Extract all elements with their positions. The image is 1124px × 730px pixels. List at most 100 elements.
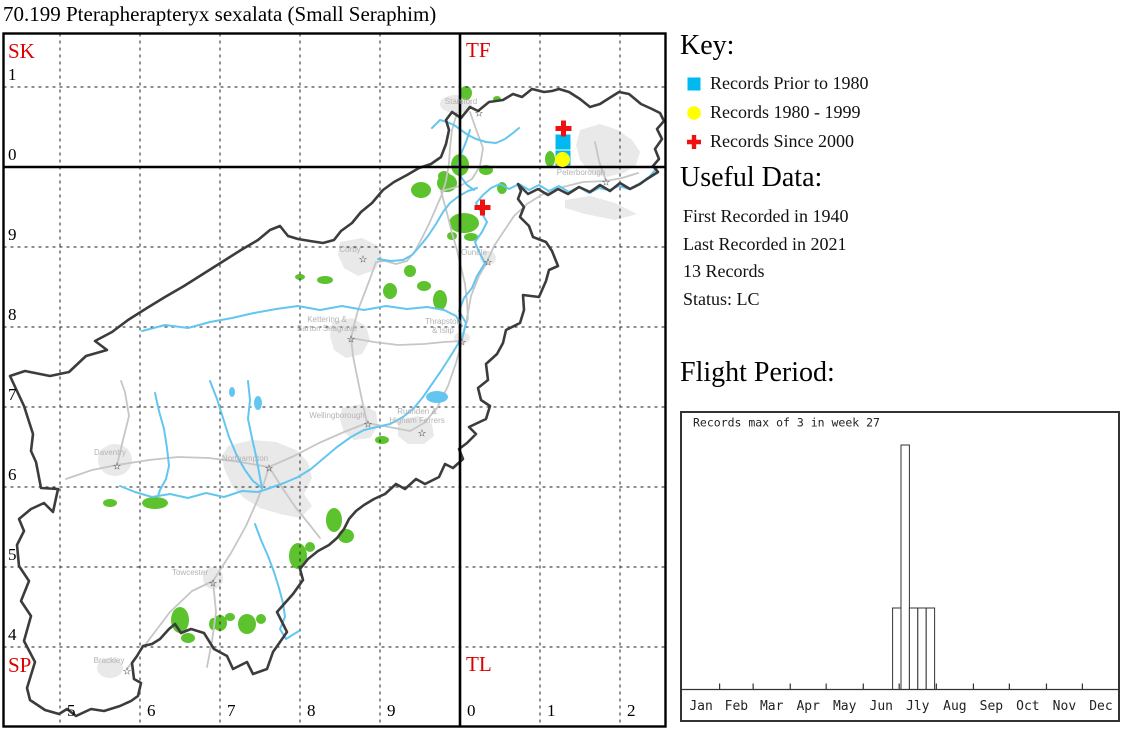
woodland-patch	[326, 508, 342, 532]
map-frame	[2, 32, 667, 728]
chart-bar	[908, 607, 919, 690]
river	[431, 119, 520, 144]
road	[440, 111, 484, 331]
town: ☆ Kettering &Barton Seagrave	[297, 315, 358, 346]
cross-legend-icon	[687, 134, 701, 149]
town-star-icon: ☆	[359, 255, 368, 266]
grid-row-number: 9	[8, 225, 17, 244]
grid-row-number: 1	[8, 65, 17, 84]
town-label: Oundle	[461, 248, 487, 257]
urban-areas	[97, 95, 640, 678]
town-star-icon: ☆	[123, 667, 132, 678]
legend-cross-icon	[687, 134, 701, 149]
town-label: Kettering &	[307, 315, 347, 324]
town-label: & Islip	[432, 326, 454, 335]
key-item: Records 1980 - 1999	[686, 98, 868, 127]
river	[154, 392, 170, 497]
town-label: Rushden &	[397, 407, 437, 416]
woodland-patch	[375, 436, 389, 444]
chart-month-label: Mar	[760, 699, 784, 714]
record-since-2000-marker	[474, 199, 491, 216]
town-label: Wellingborough	[309, 411, 364, 420]
chart-month-label: Jan	[689, 699, 712, 714]
grid-col-number: 0	[467, 701, 476, 720]
town: ☆Towcester	[172, 568, 218, 590]
woodland-patch	[317, 276, 333, 284]
woodland-patch	[238, 614, 256, 634]
key-heading: Key:	[680, 30, 735, 61]
town-label: Brackley	[94, 656, 125, 665]
lake	[254, 396, 262, 410]
road	[350, 337, 368, 424]
woodland-patch	[305, 542, 315, 552]
urban-area	[97, 658, 123, 678]
chart-month-label: Apr	[796, 699, 820, 714]
town: ☆Oundle	[461, 248, 492, 269]
roads	[65, 111, 639, 670]
key-item-label: Records Prior to 1980	[710, 73, 869, 93]
flight-period-chart: Records max of 3 in week 27 Jan Feb Mar Apr M…	[680, 411, 1120, 722]
chart-month-label: Oct	[1016, 699, 1039, 714]
chart-month-label: Jly	[906, 699, 930, 714]
key-item: Records Since 2000	[686, 127, 868, 156]
woodland-patch	[460, 86, 472, 100]
chart-month-label: Dec	[1089, 699, 1112, 714]
town: ☆Corby	[339, 245, 367, 266]
grid-col-number: 2	[627, 701, 636, 720]
woodland-patch	[256, 614, 266, 624]
town-star-icon: ☆	[113, 462, 122, 473]
record-markers	[474, 120, 572, 216]
useful-data-line: Last Recorded in 2021	[683, 233, 847, 254]
lake	[426, 391, 448, 403]
rivers	[119, 119, 658, 640]
woodland-patch	[225, 613, 235, 621]
grid-col-number: 5	[67, 701, 76, 720]
woodland-patch	[383, 283, 397, 299]
town: ☆ Daventry	[94, 448, 126, 473]
woodland-patch	[103, 499, 117, 507]
woodland-patch	[338, 529, 354, 543]
town-label: Barton Seagrave	[297, 324, 358, 333]
circle-legend-icon	[687, 105, 701, 120]
town-label: Towcester	[172, 568, 208, 577]
river	[209, 380, 263, 489]
grid-col-number: 7	[227, 701, 236, 720]
woodland-patch	[417, 281, 431, 291]
legend-square-icon	[687, 77, 701, 90]
grid-col-number: 1	[547, 701, 556, 720]
town-star-icon: ☆	[418, 429, 427, 440]
useful-data-line: 13 Records	[683, 261, 765, 281]
grid-col-number: 8	[307, 701, 316, 720]
town-star-icon: ☆	[364, 420, 373, 431]
town-label: Peterborough	[557, 168, 605, 177]
woodland-patch	[545, 151, 555, 167]
town-star-icon: ☆	[347, 335, 356, 346]
woodland-patch	[411, 182, 431, 198]
chart-month-label: Jun	[870, 699, 893, 714]
grid-row-number: 4	[8, 625, 17, 644]
grid-row-number: 5	[8, 545, 17, 564]
river	[247, 380, 263, 489]
useful-data-line: Status: LC	[683, 288, 760, 309]
useful-data-line: First Recorded in 1940	[683, 206, 849, 226]
urban-area	[565, 196, 637, 220]
town-label: Northampton	[222, 454, 268, 463]
chart-month-label: Nov	[1053, 699, 1077, 714]
town: ☆ Brackley	[94, 656, 132, 678]
town-label: Higham Ferrers	[389, 416, 445, 425]
legend-circle-icon	[687, 105, 701, 120]
town: ☆ Rushden &Higham Ferrers	[389, 407, 445, 440]
town: ☆ Thrapston& Islip	[425, 317, 467, 349]
flight-period-heading: Flight Period:	[680, 357, 835, 388]
urban-area	[340, 404, 378, 440]
grid-lines	[3, 33, 666, 727]
woodland-patch	[171, 607, 189, 633]
woodland-patch	[464, 233, 478, 241]
towns: ☆Stamford☆Peterborough☆Corby☆Oundle☆Kett…	[94, 97, 611, 678]
road	[461, 172, 639, 342]
grid-col-number: 6	[147, 701, 156, 720]
record-since-2000-marker	[555, 120, 572, 137]
town: ☆Peterborough	[557, 168, 611, 189]
chart-month-label: Aug	[943, 699, 966, 714]
grid-row-number: 7	[8, 385, 17, 404]
